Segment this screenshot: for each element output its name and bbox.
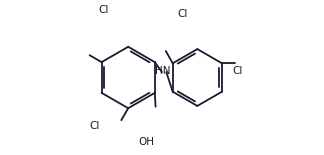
Text: Cl: Cl [177,9,188,19]
Text: Cl: Cl [233,66,243,76]
Text: HN: HN [155,66,170,76]
Text: Cl: Cl [98,4,109,15]
Text: OH: OH [138,137,154,147]
Text: Cl: Cl [90,120,100,131]
